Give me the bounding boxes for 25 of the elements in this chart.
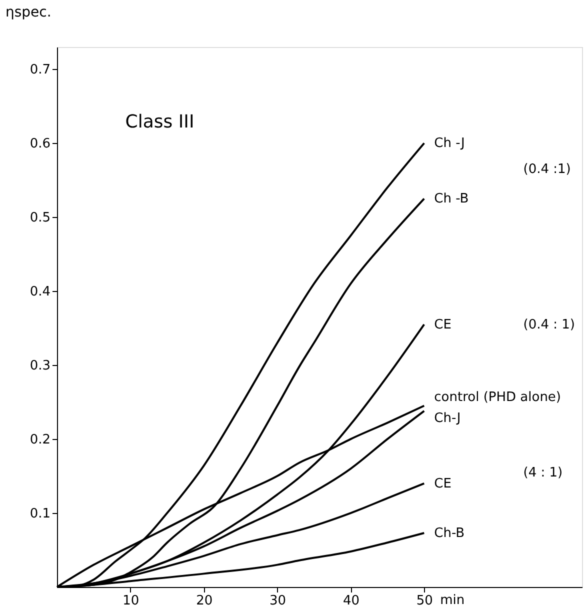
y-tick-label: 0.7: [30, 62, 50, 78]
y-axis-title: ηspec.: [6, 4, 52, 20]
x-axis-title: min: [440, 593, 465, 608]
y-tick-label: 0.5: [30, 210, 50, 226]
series-label: Ch-B: [434, 526, 465, 541]
series-label: CE: [434, 317, 452, 332]
y-tick-label: 0.4: [30, 284, 50, 300]
annotation: (4 : 1): [523, 465, 563, 480]
annotation: (0.4 : 1): [523, 317, 575, 332]
series-label: Ch-J: [434, 410, 461, 426]
annotation: (0.4 :1): [523, 162, 571, 178]
y-tick-label: 0.1: [30, 506, 50, 522]
x-tick-label: 20: [196, 594, 213, 608]
series-label: control (PHD alone): [434, 390, 562, 405]
y-tick-label: 0.2: [30, 432, 50, 448]
series-label: CE: [434, 476, 452, 492]
text: Class III: [125, 112, 194, 133]
x-tick-label: 30: [270, 594, 286, 608]
series-label: Ch -J: [434, 136, 465, 152]
x-tick-label: 40: [342, 594, 360, 608]
y-tick-label: 0.6: [30, 136, 50, 152]
series-label: Ch -B: [434, 192, 469, 207]
x-tick-label: 50: [416, 594, 433, 608]
x-tick-label: 10: [122, 594, 140, 608]
y-tick-label: 0.3: [30, 358, 50, 374]
